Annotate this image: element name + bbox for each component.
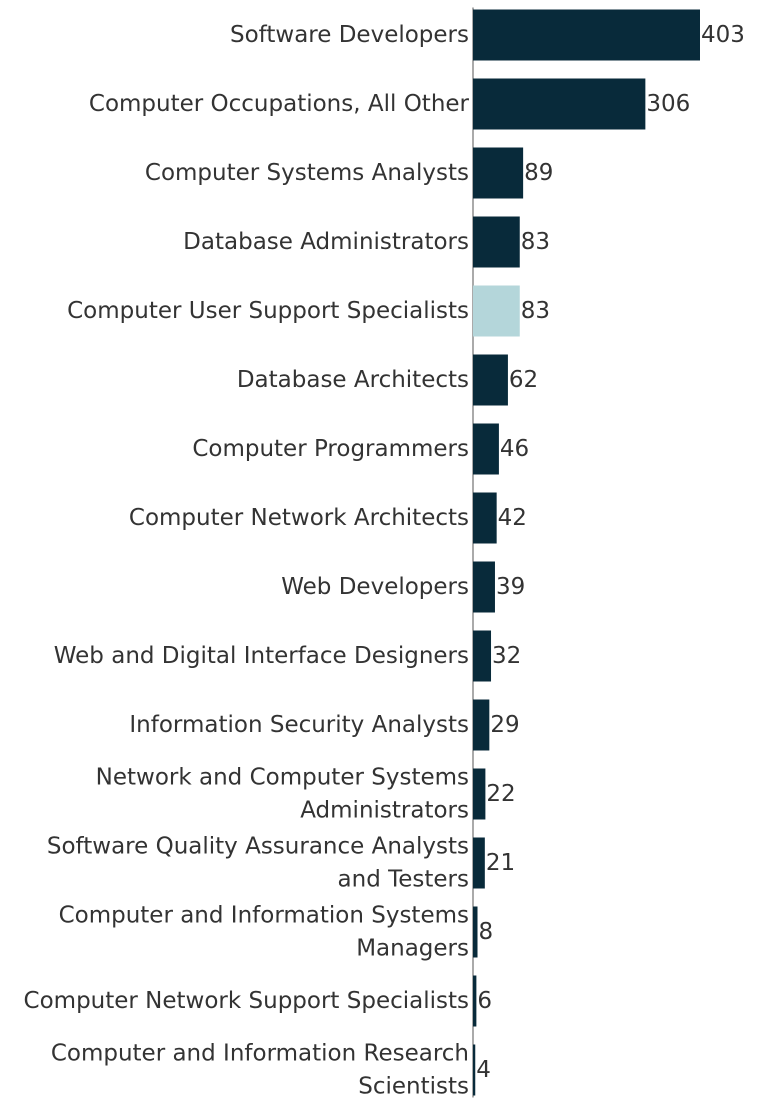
value-label: 21 xyxy=(486,850,515,876)
value-label: 42 xyxy=(498,505,527,531)
category-label: Software Quality Assurance Analysts and T… xyxy=(47,834,469,893)
category-label-line: Administrators xyxy=(300,798,469,824)
bar[interactable] xyxy=(473,423,499,475)
category-label: Network and Computer Systems Administrato… xyxy=(96,765,469,824)
category-label: Computer Programmers xyxy=(192,436,469,462)
category-label-line: Scientists xyxy=(358,1074,469,1100)
category-label: Computer Occupations, All Other xyxy=(89,91,470,117)
category-label: Web and Digital Interface Designers xyxy=(54,643,469,669)
category-label: Information Security Analysts xyxy=(129,712,469,738)
value-label: 39 xyxy=(496,574,525,600)
value-label: 29 xyxy=(490,712,519,738)
bar-row: Computer and Information Systems Managers… xyxy=(59,903,494,962)
category-label-line: Computer Network Support Specialists xyxy=(24,988,469,1014)
category-label-line: Database Architects xyxy=(237,367,469,393)
category-label: Computer Systems Analysts xyxy=(145,160,469,186)
bar[interactable] xyxy=(473,906,478,958)
category-label-line: Software Quality Assurance Analysts xyxy=(47,834,469,860)
value-label: 83 xyxy=(521,229,550,255)
bar-row: Web and Digital Interface Designers 32 xyxy=(54,630,521,682)
bar-row: Computer Occupations, All Other 306 xyxy=(89,78,690,130)
bar[interactable] xyxy=(473,1044,476,1096)
value-label: 62 xyxy=(509,367,538,393)
category-label-line: Computer Network Architects xyxy=(129,505,469,531)
category-label: Software Developers xyxy=(230,22,469,48)
bar[interactable] xyxy=(473,147,524,199)
value-label: 403 xyxy=(701,22,745,48)
category-label: Computer User Support Specialists xyxy=(67,298,469,324)
category-label-line: Web Developers xyxy=(281,574,469,600)
category-label: Computer and Information Research Scienti… xyxy=(51,1041,469,1100)
value-label: 6 xyxy=(477,988,492,1014)
category-label-line: Computer Systems Analysts xyxy=(145,160,469,186)
bar-row: Computer Programmers 46 xyxy=(192,423,529,475)
bar-row: Computer Network Architects 42 xyxy=(129,492,527,544)
category-label: Computer and Information Systems Managers xyxy=(59,903,469,962)
category-label: Database Administrators xyxy=(183,229,469,255)
category-label-line: Computer Programmers xyxy=(192,436,469,462)
category-label-line: Managers xyxy=(356,936,469,962)
bar-row: Computer and Information Research Scienti… xyxy=(51,1041,491,1100)
category-label-line: and Testers xyxy=(338,867,469,893)
category-label-line: Software Developers xyxy=(230,22,469,48)
category-label-line: Database Administrators xyxy=(183,229,469,255)
bar-row: Database Administrators 83 xyxy=(183,216,550,268)
category-label: Computer Network Support Specialists xyxy=(24,988,469,1014)
bar[interactable] xyxy=(473,9,700,61)
bar-row: Web Developers 39 xyxy=(281,561,525,613)
category-label: Database Architects xyxy=(237,367,469,393)
value-label: 4 xyxy=(476,1057,491,1083)
category-label-line: Network and Computer Systems xyxy=(96,765,469,791)
value-label: 306 xyxy=(646,91,690,117)
bar[interactable] xyxy=(473,768,486,820)
category-label-line: Computer and Information Systems xyxy=(59,903,469,929)
bar[interactable] xyxy=(473,354,508,406)
bar[interactable] xyxy=(473,837,485,889)
bar-row: Computer Systems Analysts 89 xyxy=(145,147,553,199)
bar-row: Network and Computer Systems Administrato… xyxy=(96,765,516,824)
bar-row: Software Quality Assurance Analysts and T… xyxy=(47,834,515,893)
category-label-line: Computer User Support Specialists xyxy=(67,298,469,324)
bar-row: Database Architects 62 xyxy=(237,354,538,406)
category-label: Web Developers xyxy=(281,574,469,600)
bar-row: Computer User Support Specialists 83 xyxy=(67,285,550,337)
category-label-line: Web and Digital Interface Designers xyxy=(54,643,469,669)
bar-row: Software Developers 403 xyxy=(230,9,745,61)
value-label: 22 xyxy=(486,781,515,807)
bar[interactable] xyxy=(473,285,520,337)
bar[interactable] xyxy=(473,492,497,544)
bar[interactable] xyxy=(473,78,646,130)
bar[interactable] xyxy=(473,699,490,751)
bar[interactable] xyxy=(473,975,477,1027)
bar-row: Computer Network Support Specialists 6 xyxy=(24,975,492,1027)
category-label-line: Computer and Information Research xyxy=(51,1041,469,1067)
category-label: Computer Network Architects xyxy=(129,505,469,531)
value-label: 8 xyxy=(479,919,494,945)
bar[interactable] xyxy=(473,561,495,613)
value-label: 32 xyxy=(492,643,521,669)
value-label: 83 xyxy=(521,298,550,324)
value-label: 46 xyxy=(500,436,529,462)
value-label: 89 xyxy=(524,160,553,186)
category-label-line: Computer Occupations, All Other xyxy=(89,91,470,117)
bar[interactable] xyxy=(473,216,520,268)
category-label-line: Information Security Analysts xyxy=(129,712,469,738)
bar-row: Information Security Analysts 29 xyxy=(129,699,520,751)
bar[interactable] xyxy=(473,630,492,682)
